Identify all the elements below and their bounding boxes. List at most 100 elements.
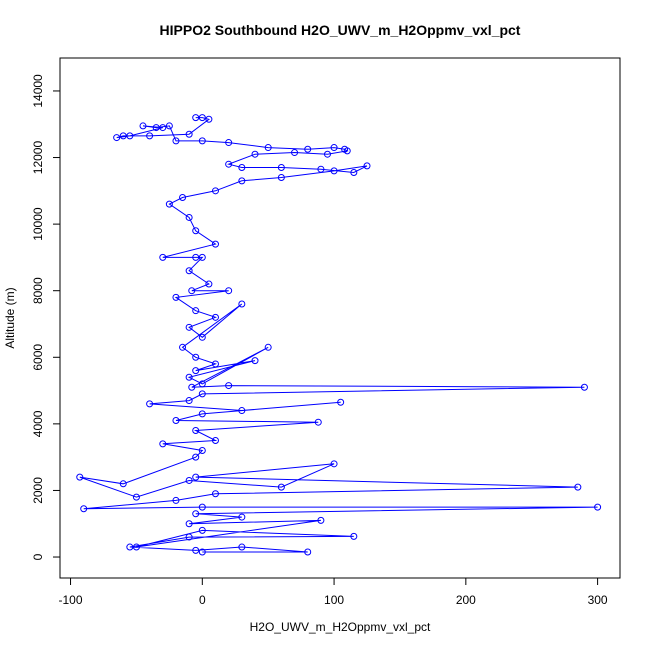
data-point xyxy=(172,293,180,301)
data-point xyxy=(225,382,233,390)
data-point xyxy=(238,300,246,308)
data-point xyxy=(574,483,582,491)
data-point xyxy=(192,253,200,261)
data-point xyxy=(304,145,312,153)
data-point xyxy=(211,490,219,498)
data-point xyxy=(363,162,371,170)
data-point xyxy=(198,380,206,388)
data-point xyxy=(126,132,134,140)
data-point xyxy=(225,160,233,168)
data-point xyxy=(317,516,325,524)
data-point xyxy=(159,253,167,261)
data-point xyxy=(119,132,127,140)
data-point xyxy=(198,390,206,398)
data-point xyxy=(192,427,200,435)
data-point xyxy=(192,227,200,235)
data-point xyxy=(594,503,602,511)
data-point xyxy=(113,134,121,142)
data-point xyxy=(330,167,338,175)
data-point xyxy=(251,150,259,158)
data-point xyxy=(198,503,206,511)
y-tick-label: 4000 xyxy=(31,410,45,437)
data-point xyxy=(188,383,196,391)
data-point xyxy=(185,520,193,528)
data-point xyxy=(323,150,331,158)
data-point xyxy=(251,357,259,365)
data-point xyxy=(205,280,213,288)
data-point xyxy=(350,532,358,540)
data-point xyxy=(211,313,219,321)
data-point xyxy=(192,114,200,122)
data-point xyxy=(304,548,312,556)
chart-title: HIPPO2 Southbound H2O_UWV_m_H2Oppmv_vxl_… xyxy=(160,22,521,38)
data-point xyxy=(80,505,88,513)
data-point xyxy=(198,333,206,341)
data-point xyxy=(314,418,322,426)
data-point xyxy=(146,132,154,140)
data-point xyxy=(198,410,206,418)
data-point xyxy=(76,473,84,481)
data-point xyxy=(211,360,219,368)
data-point xyxy=(172,417,180,425)
data-point xyxy=(277,483,285,491)
data-point xyxy=(264,144,272,152)
data-point xyxy=(330,460,338,468)
data-point xyxy=(139,122,147,130)
data-point xyxy=(291,149,299,157)
data-point xyxy=(185,323,193,331)
data-point xyxy=(317,165,325,173)
data-point xyxy=(192,307,200,315)
data-point xyxy=(179,343,187,351)
data-point xyxy=(198,137,206,145)
data-point xyxy=(132,493,140,501)
data-point xyxy=(238,177,246,185)
x-tick-label: 200 xyxy=(456,593,476,607)
data-point xyxy=(172,496,180,504)
data-point xyxy=(225,139,233,147)
data-point xyxy=(192,510,200,518)
data-point xyxy=(172,137,180,145)
data-point xyxy=(159,440,167,448)
data-point xyxy=(192,453,200,461)
data-point xyxy=(185,130,193,138)
data-line xyxy=(79,117,598,553)
data-point xyxy=(165,122,173,130)
data-point xyxy=(185,533,193,541)
data-point xyxy=(238,164,246,172)
y-tick-label: 14000 xyxy=(31,74,45,108)
data-point xyxy=(185,373,193,381)
data-point xyxy=(159,124,167,132)
x-tick-label: 0 xyxy=(199,593,206,607)
data-point xyxy=(198,446,206,454)
data-point xyxy=(132,543,140,551)
data-point xyxy=(238,407,246,415)
data-point xyxy=(185,267,193,275)
data-point xyxy=(192,473,200,481)
data-point xyxy=(146,400,154,408)
y-tick-label: 2000 xyxy=(31,477,45,504)
data-point xyxy=(192,546,200,554)
data-point xyxy=(179,193,187,201)
data-point xyxy=(185,213,193,221)
data-point xyxy=(205,115,213,123)
data-point xyxy=(238,543,246,551)
x-axis-label: H2O_UWV_m_H2Oppmv_vxl_pct xyxy=(250,620,431,634)
data-point xyxy=(198,253,206,261)
data-point xyxy=(126,543,134,551)
data-point xyxy=(337,398,345,406)
data-point xyxy=(185,476,193,484)
data-point xyxy=(211,437,219,445)
data-point xyxy=(330,144,338,152)
data-point xyxy=(277,164,285,172)
x-tick-label: 300 xyxy=(588,593,608,607)
data-point xyxy=(188,287,196,295)
data-point xyxy=(225,287,233,295)
y-axis-label: Altitude (m) xyxy=(3,287,17,348)
data-point xyxy=(198,114,206,122)
data-point xyxy=(264,343,272,351)
data-point xyxy=(580,383,588,391)
y-tick-label: 10000 xyxy=(31,207,45,241)
data-point xyxy=(185,397,193,405)
